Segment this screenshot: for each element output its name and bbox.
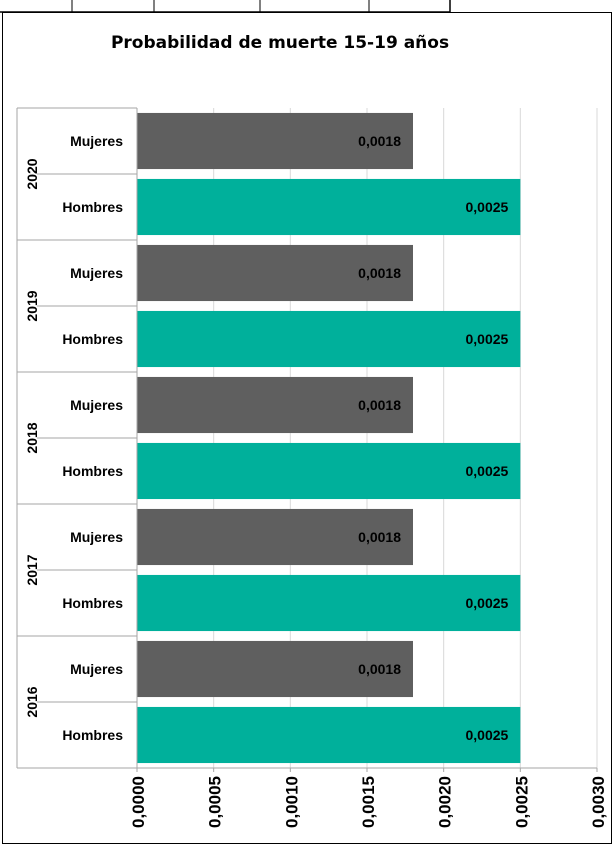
- category-label: Hombres: [62, 595, 123, 611]
- data-label: 0,0018: [358, 529, 401, 545]
- bar-2020-mujeres: [137, 112, 413, 170]
- category-label: Mujeres: [70, 661, 123, 677]
- bar-2016-mujeres: [137, 640, 413, 698]
- chart-title: Probabilidad de muerte 15-19 años: [110, 33, 450, 53]
- tick-label: 0,0030: [589, 776, 608, 828]
- data-label: 0,0018: [358, 265, 401, 281]
- year-label: 2019: [24, 290, 40, 321]
- tick-label: 0,0015: [359, 776, 378, 828]
- category-label: Hombres: [62, 727, 123, 743]
- bar-2016-hombres: [137, 706, 521, 764]
- tick-label: 0,0025: [512, 776, 531, 828]
- tick-label: 0,0020: [436, 776, 455, 828]
- data-label: 0,0018: [358, 133, 401, 149]
- bar-2020-hombres: [137, 178, 521, 236]
- category-label: Mujeres: [70, 133, 123, 149]
- category-label: Mujeres: [70, 397, 123, 413]
- category-label: Hombres: [62, 199, 123, 215]
- year-label: 2016: [24, 686, 40, 717]
- data-label: 0,0025: [466, 199, 509, 215]
- data-label: 0,0025: [466, 463, 509, 479]
- bar-2018-hombres: [137, 442, 521, 500]
- bar-2019-hombres: [137, 310, 521, 368]
- year-label: 2018: [24, 422, 40, 453]
- bar-2017-hombres: [137, 574, 521, 632]
- data-label: 0,0018: [358, 397, 401, 413]
- tick-label: 0,0005: [206, 776, 225, 828]
- tick-label: 0,0010: [282, 776, 301, 828]
- bar-2017-mujeres: [137, 508, 413, 566]
- category-label: Hombres: [62, 463, 123, 479]
- category-label: Mujeres: [70, 529, 123, 545]
- data-label: 0,0018: [358, 661, 401, 677]
- data-label: 0,0025: [466, 595, 509, 611]
- data-label: 0,0025: [466, 727, 509, 743]
- tick-label: 0,0000: [129, 776, 148, 828]
- category-label: Hombres: [62, 331, 123, 347]
- data-label: 0,0025: [466, 331, 509, 347]
- bar-2019-mujeres: [137, 244, 413, 302]
- bar-2018-mujeres: [137, 376, 413, 434]
- category-label: Mujeres: [70, 265, 123, 281]
- year-label: 2020: [24, 158, 40, 189]
- year-label: 2017: [24, 554, 40, 585]
